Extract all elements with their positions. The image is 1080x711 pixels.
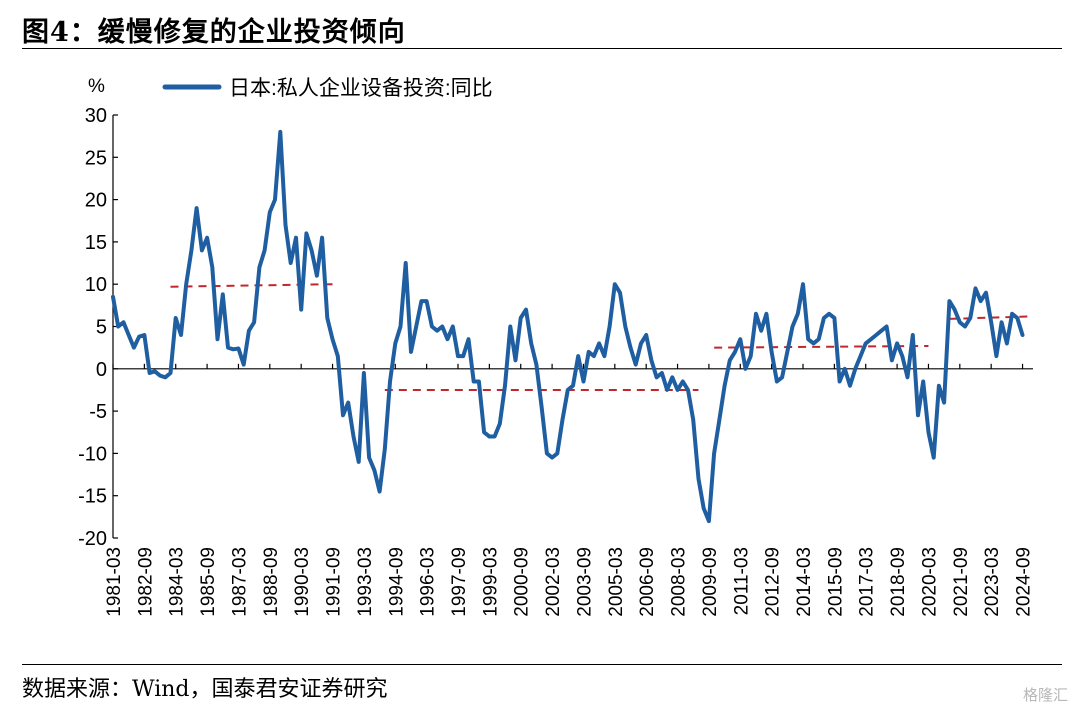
x-tick-label: 2002-03 <box>543 547 564 617</box>
series-group <box>111 129 1025 524</box>
title-rule <box>22 48 1062 49</box>
x-tick-label: 1987-03 <box>229 547 250 617</box>
x-tick-label: 2021-09 <box>951 547 972 617</box>
y-tick-label: 15 <box>85 232 107 254</box>
footer-rule <box>22 664 1062 665</box>
x-tick-label: 1985-09 <box>198 547 219 617</box>
y-tick-label: 30 <box>85 105 107 127</box>
y-tick-label: 5 <box>96 317 107 339</box>
y-tick-label: 0 <box>96 359 107 381</box>
y-tick-label: 10 <box>85 274 107 296</box>
x-tick-label: 2017-03 <box>857 547 878 617</box>
x-tick-label: 2014-03 <box>794 547 815 617</box>
x-tick-label: 1988-09 <box>261 547 282 617</box>
y-tick-label: -10 <box>78 443 107 465</box>
y-unit-label: % <box>88 76 105 97</box>
x-tick-label: 1990-03 <box>292 547 313 617</box>
x-tick-label: 2012-09 <box>763 547 784 617</box>
x-tick-label: 1981-03 <box>104 547 125 617</box>
x-tick-label: 2024-09 <box>1014 547 1035 617</box>
x-tick-label: 2018-09 <box>888 547 909 617</box>
y-axis: 30 25 20 15 10 5 0 -5 -10 -15 -20 <box>78 105 118 550</box>
x-tick-label: 2006-09 <box>637 547 658 617</box>
y-tick-label: 20 <box>85 190 107 212</box>
y-tick-label: -20 <box>78 528 107 550</box>
x-tick-label: 1984-03 <box>167 547 188 617</box>
legend: 日本:私人企业设备投资:同比 <box>162 77 493 100</box>
x-tick-label: 1991-09 <box>324 547 345 617</box>
x-tick-label: 1999-03 <box>480 547 501 617</box>
x-tick-label: 1996-03 <box>418 547 439 617</box>
y-tick-label: -5 <box>89 401 107 423</box>
x-tick-label: 2003-09 <box>574 547 595 617</box>
x-tick-label: 1997-09 <box>449 547 470 617</box>
watermark: 格隆汇 <box>1022 686 1068 704</box>
x-tick-label: 2015-09 <box>825 547 846 617</box>
trend-line <box>170 283 333 288</box>
x-tick-label: 2009-09 <box>700 547 721 617</box>
x-tick-label: 2023-03 <box>982 547 1003 617</box>
y-tick-label: -15 <box>78 486 107 508</box>
figure-title: 图4：缓慢修复的企业投资倾向 <box>22 17 406 48</box>
x-tick-label: 2011-03 <box>731 547 752 615</box>
x-tick-label: 2000-09 <box>512 547 533 617</box>
x-tick-label: 1982-09 <box>135 547 156 617</box>
series-line <box>111 129 1025 524</box>
source-note: 数据来源：Wind，国泰君安证券研究 <box>22 677 388 702</box>
x-tick-label: 1994-09 <box>386 547 407 617</box>
y-tick-label: 25 <box>85 147 107 169</box>
x-tick-label: 2020-03 <box>919 547 940 617</box>
x-axis: 1981-03 1982-09 1984-03 1985-09 1987-03 1988-… <box>104 363 1035 617</box>
legend-label: 日本:私人企业设备投资:同比 <box>229 77 493 100</box>
x-tick-label: 2008-03 <box>669 547 690 617</box>
x-tick-label: 2005-03 <box>606 547 627 617</box>
x-tick-label: 1993-03 <box>355 547 376 617</box>
